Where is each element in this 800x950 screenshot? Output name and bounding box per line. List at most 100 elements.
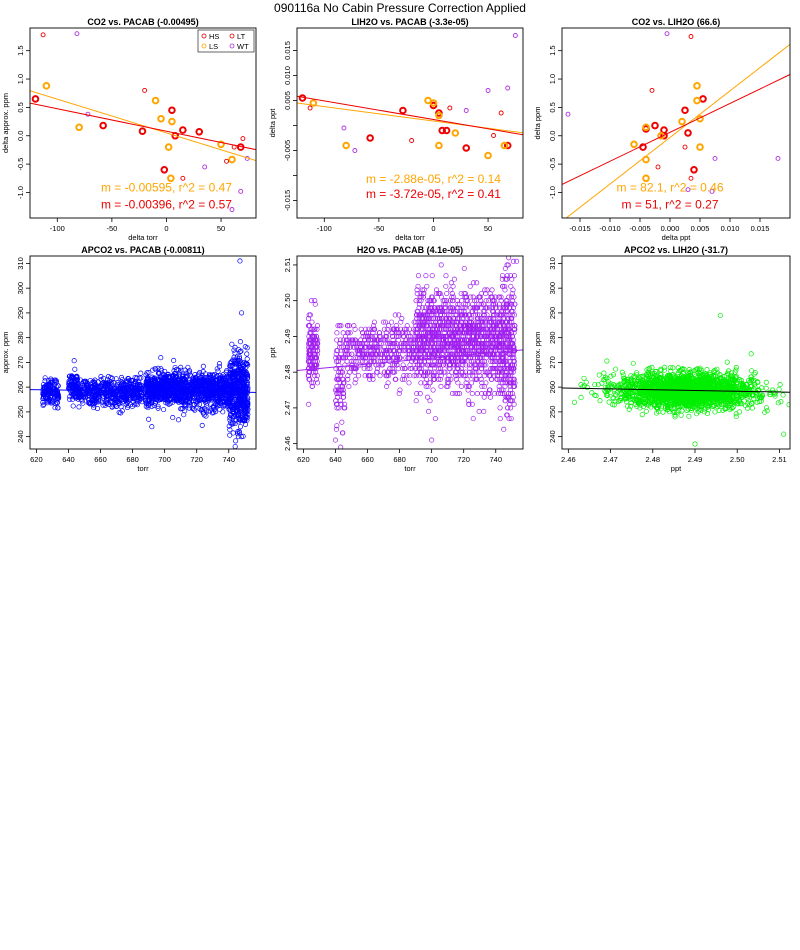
data-point — [190, 377, 196, 383]
data-point — [450, 308, 457, 314]
data-point — [499, 391, 505, 397]
data-point — [493, 305, 499, 311]
data-point — [463, 298, 469, 304]
data-point — [416, 305, 422, 311]
data-point — [93, 384, 99, 390]
data-point — [495, 369, 501, 375]
data-point — [455, 391, 461, 397]
legend-label: LS — [209, 42, 218, 51]
data-point — [371, 326, 378, 332]
data-point — [92, 377, 98, 383]
data-point — [315, 348, 321, 354]
data-point — [506, 312, 512, 318]
data-point — [366, 333, 372, 339]
data-point — [504, 276, 510, 282]
data-point — [334, 405, 340, 411]
data-point — [338, 369, 344, 375]
data-point — [244, 356, 250, 362]
data-point — [228, 359, 234, 365]
data-point — [155, 403, 161, 409]
data-point — [197, 369, 203, 375]
data-point — [441, 326, 447, 332]
data-point — [403, 355, 409, 361]
data-point — [238, 396, 244, 402]
fit-annotation: m = -0.00396, r^2 = 0.57 — [101, 197, 232, 211]
data-point — [473, 319, 479, 325]
data-point — [464, 337, 470, 343]
plot-frame — [296, 27, 524, 219]
data-point — [310, 380, 316, 386]
data-point — [420, 294, 426, 300]
plot-frame — [29, 255, 257, 450]
data-point — [474, 280, 480, 286]
data-point — [306, 376, 312, 382]
data-point — [207, 392, 213, 398]
x-tick-label: 680 — [393, 455, 406, 464]
data-point — [500, 369, 506, 375]
data-point — [314, 326, 320, 332]
data-point — [476, 294, 482, 300]
data-point — [490, 326, 497, 332]
data-point — [388, 344, 394, 350]
data-point — [158, 355, 164, 361]
data-point — [418, 326, 424, 332]
data-point — [473, 337, 479, 343]
data-point — [437, 290, 443, 297]
data-point — [314, 373, 320, 379]
data-point — [402, 330, 408, 336]
data-point — [351, 366, 357, 372]
data-point — [416, 312, 423, 318]
data-point — [496, 383, 502, 390]
data-point-ls — [164, 143, 173, 151]
data-point — [425, 394, 431, 400]
data-point — [416, 373, 422, 379]
y-tick-label: 2.50 — [283, 293, 292, 308]
data-point — [306, 401, 312, 407]
data-point-lt — [682, 144, 688, 150]
data-point — [476, 348, 482, 354]
data-point — [422, 373, 428, 379]
data-point — [415, 273, 421, 279]
data-point — [309, 319, 315, 325]
data-point — [503, 330, 510, 336]
data-point — [487, 387, 493, 393]
y-axis-label: delta ppt — [268, 108, 277, 138]
data-point — [437, 366, 444, 372]
data-point — [483, 355, 489, 361]
data-point-lt — [649, 87, 655, 93]
data-point — [54, 392, 60, 398]
data-point — [150, 376, 156, 382]
data-point — [436, 366, 442, 372]
data-point — [396, 348, 402, 354]
data-point — [384, 383, 390, 390]
data-point — [206, 384, 212, 390]
data-point — [448, 358, 454, 364]
data-point — [476, 369, 482, 375]
data-point — [415, 344, 421, 350]
data-point — [496, 294, 502, 300]
data-point — [186, 403, 192, 409]
data-point — [341, 401, 348, 407]
data-point — [475, 355, 481, 361]
data-point-ls — [500, 141, 509, 150]
data-point — [106, 382, 112, 388]
data-point — [491, 312, 497, 318]
y-tick-label: 290 — [16, 307, 25, 320]
x-tick-label: 0.000 — [661, 224, 680, 233]
legend-marker — [201, 43, 207, 49]
data-point — [384, 369, 390, 375]
data-point — [362, 341, 368, 347]
data-point — [502, 373, 508, 379]
data-point — [470, 416, 476, 422]
data-point — [474, 376, 480, 382]
data-point — [509, 323, 515, 329]
data-point — [78, 391, 84, 397]
data-point — [211, 379, 217, 385]
data-point — [509, 341, 515, 347]
data-point — [392, 376, 398, 382]
data-point-hs — [399, 106, 407, 115]
data-point — [334, 337, 340, 343]
data-point-ls — [435, 141, 443, 150]
data-point — [460, 330, 466, 336]
data-point — [76, 386, 82, 392]
